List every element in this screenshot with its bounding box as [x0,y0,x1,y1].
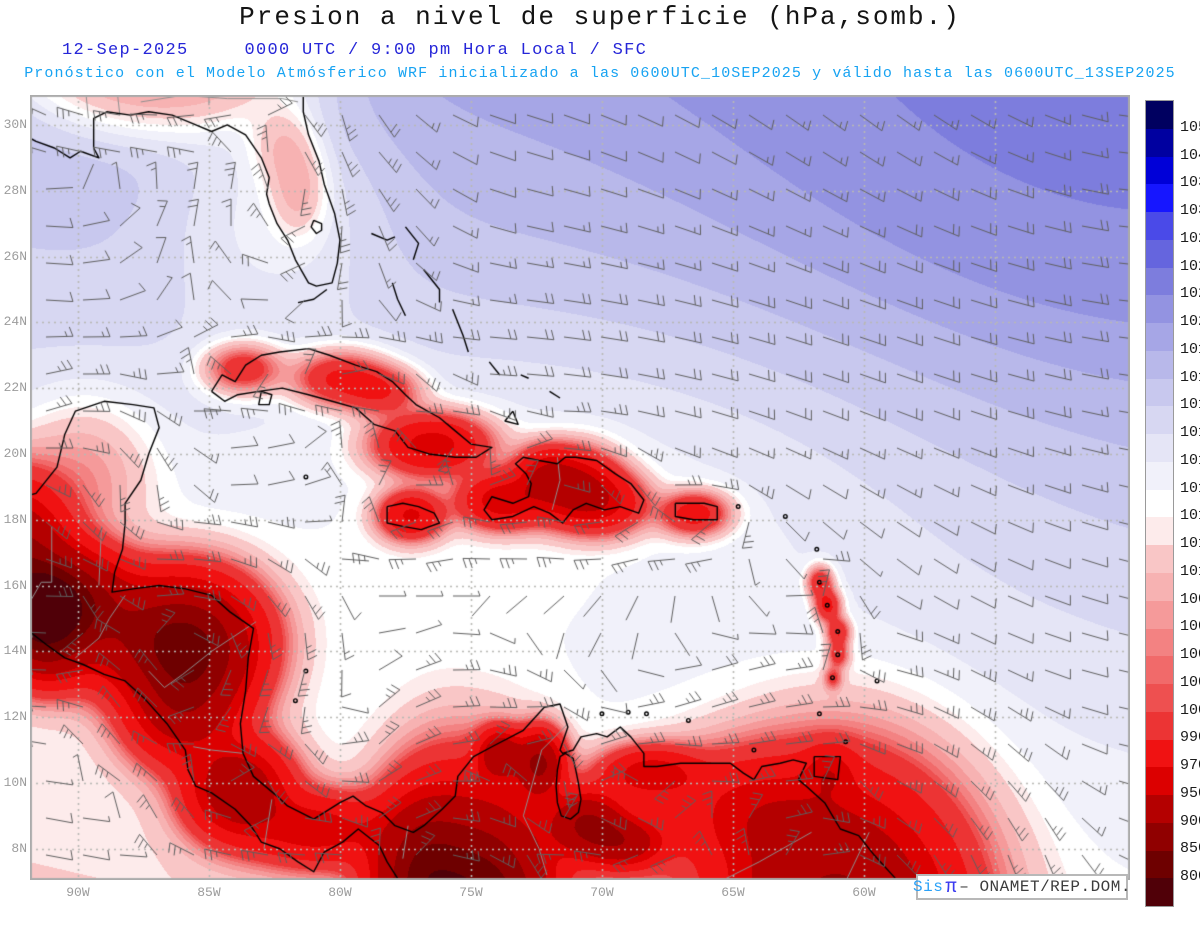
colorbar-level-label: 1016 [1180,424,1200,442]
lat-tick-label: 30N [3,116,27,132]
valid-time-info: 0000 UTC / 9:00 pm Hora Local / SFC [244,41,648,60]
colorbar-segment [1146,350,1173,379]
lon-tick-label: 60W [852,885,876,900]
colorbar-segment [1146,767,1173,796]
colorbar-level-label: 1015 [1180,451,1200,469]
lon-tick-label: 80W [328,885,352,900]
lon-tick-label: 85W [197,885,221,900]
colorbar-segment [1146,684,1173,712]
lat-tick-label: 24N [3,314,27,330]
colorbar-segment [1146,128,1173,157]
colorbar-level-label: 1002 [1180,673,1200,691]
colorbar-level-label: 800 [1180,868,1200,886]
colorbar-level-label: 1019 [1180,340,1200,358]
watermark-pi-icon: π [945,876,958,898]
colorbar-segment [1146,156,1173,185]
colorbar-level-label: 1012 [1180,535,1200,553]
colorbar-level-label: 850 [1180,840,1200,858]
colorbar-segment [1146,628,1173,657]
colorbar-segment [1146,545,1173,574]
lat-tick-label: 14N [3,643,27,659]
colorbar-segment [1146,850,1173,879]
forecast-info-line: Pronóstico con el Modelo Atmósferico WRF… [24,65,1176,82]
colorbar-segment [1146,406,1173,435]
lat-tick-label: 8N [11,840,27,856]
valid-date: 12-Sep-2025 [62,41,189,60]
pressure-map-canvas [30,95,1130,880]
colorbar-level-label: 970 [1180,757,1200,775]
colorbar-level-label: 1040 [1180,146,1200,164]
lon-tick-label: 75W [459,885,483,900]
colorbar-level-label: 950 [1180,784,1200,802]
colorbar-segment [1146,878,1173,907]
colorbar-segment [1146,573,1173,601]
colorbar-segment [1146,184,1173,213]
colorbar-level-label: 1020 [1180,313,1200,331]
colorbar-segment [1146,267,1173,296]
watermark-sis: Sis [913,878,944,896]
colorbar-level-label: 1013 [1180,507,1200,525]
lat-tick-label: 20N [3,445,27,461]
colorbar-segment [1146,434,1173,462]
colorbar-segment [1146,600,1173,629]
colorbar-segment [1146,239,1173,268]
colorbar-level-label: 1008 [1180,590,1200,608]
colorbar-level-label: 1035 [1180,174,1200,192]
colorbar-level-label: 1030 [1180,202,1200,220]
colorbar-segment [1146,101,1173,129]
colorbar-level-label: 900 [1180,812,1200,830]
colorbar-level-label: 1050 [1180,118,1200,136]
lat-tick-label: 28N [3,182,27,198]
lat-tick-label: 18N [3,511,27,527]
colorbar-level-label: 1022 [1180,285,1200,303]
watermark-suffix: – ONAMET/REP.DOM. [959,878,1131,896]
lon-tick-label: 65W [721,885,745,900]
colorbar-level-label: 990 [1180,729,1200,747]
lat-tick-label: 12N [3,709,27,725]
watermark-box: Sis π – ONAMET/REP.DOM. [913,874,1131,900]
colorbar-segment [1146,739,1173,768]
lon-tick-label: 70W [590,885,614,900]
page-title: Presion a nivel de superficie (hPa,somb.… [239,2,961,32]
colorbar-level-label: 1018 [1180,368,1200,386]
colorbar-segment [1146,517,1173,546]
colorbar-segment [1146,295,1173,324]
colorbar-level-label: 1017 [1180,396,1200,414]
colorbar-segment [1146,795,1173,823]
colorbar-segment [1146,323,1173,351]
colorbar-segment [1146,711,1173,740]
colorbar-level-label: 1004 [1180,646,1200,664]
colorbar-segment [1146,656,1173,685]
colorbar-level-label: 1006 [1180,618,1200,636]
lat-tick-label: 16N [3,577,27,593]
lat-tick-label: 26N [3,248,27,264]
colorbar-segment [1146,822,1173,851]
lon-tick-label: 90W [66,885,90,900]
colorbar-level-label: 1025 [1180,257,1200,275]
colorbar-level-label: 1000 [1180,701,1200,719]
lat-tick-label: 10N [3,774,27,790]
colorbar-segment [1146,461,1173,490]
valid-time-line: 12-Sep-2025 0000 UTC / 9:00 pm Hora Loca… [62,41,647,60]
colorbar-segment [1146,489,1173,518]
colorbar-level-label: 1028 [1180,229,1200,247]
colorbar-segment [1146,378,1173,407]
colorbar-segment [1146,212,1173,240]
lat-tick-label: 22N [3,380,27,396]
pressure-colorbar [1145,100,1174,907]
colorbar-level-label: 1014 [1180,479,1200,497]
